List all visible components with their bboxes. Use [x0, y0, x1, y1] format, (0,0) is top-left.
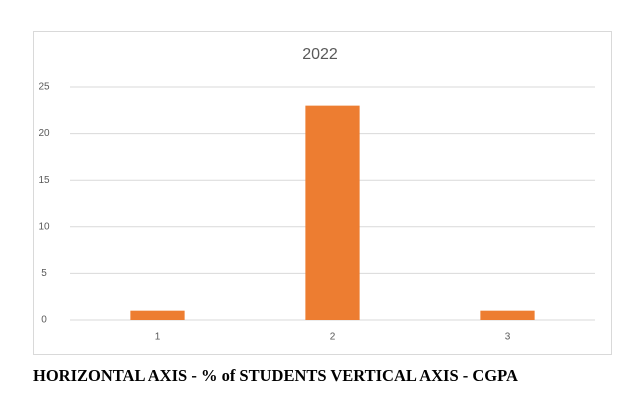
y-tick-label: 15 — [38, 175, 50, 186]
y-tick-label: 20 — [38, 128, 50, 139]
bar — [305, 105, 360, 320]
x-tick-label: 3 — [505, 332, 511, 343]
caption: HORIZONTAL AXIS - % of STUDENTS VERTICAL… — [33, 366, 518, 385]
y-tick-label: 5 — [41, 268, 47, 279]
x-tick-label: 1 — [155, 332, 161, 343]
chart-title: 2022 — [302, 46, 338, 63]
y-tick-label: 0 — [41, 315, 47, 326]
x-tick-label: 2 — [330, 332, 336, 343]
bar — [480, 310, 535, 320]
bar — [130, 310, 185, 320]
chart: 2022 0 5 10 15 20 25 1 2 3 — [33, 31, 612, 355]
y-tick-label: 10 — [38, 221, 50, 232]
y-tick-label: 25 — [38, 82, 50, 93]
